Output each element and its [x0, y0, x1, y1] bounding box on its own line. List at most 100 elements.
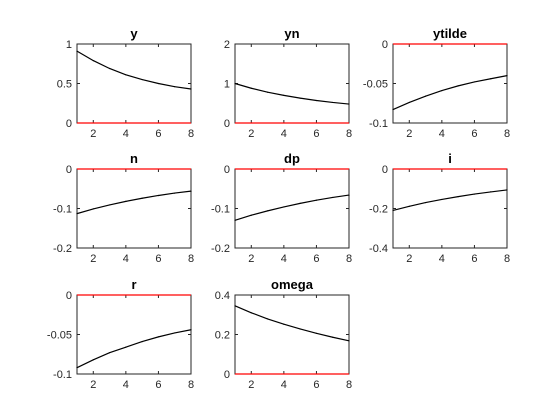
- subplot-yn: yn 2 4 6 8 2 1 0: [224, 26, 352, 140]
- subplot-y: y 2 4 6 8 1 0.5 0: [57, 26, 194, 140]
- subplot-yn-point: [348, 103, 350, 105]
- subplot-dp-xtick-label: 8: [346, 253, 352, 265]
- subplot-n-title: n: [130, 151, 138, 166]
- subplot-n-ytick-label: -0.1: [53, 204, 72, 216]
- subplot-omega-point: [266, 318, 269, 320]
- subplot-n-point: [92, 208, 94, 210]
- subplot-n-xtick-label: 4: [123, 253, 129, 265]
- subplot-dp-point: [332, 196, 334, 199]
- subplot-i-ytick-label: -0.2: [369, 204, 388, 216]
- subplot-y-point: [174, 86, 176, 88]
- subplot-omega-xtick-label: 6: [313, 379, 319, 391]
- subplot-dp-point: [299, 202, 301, 204]
- subplot-ytilde: ytilde 2 4 6 8 0 -0.05 -0.1: [363, 26, 510, 140]
- subplot-i-point: [424, 201, 427, 204]
- subplot-y-ytick-label: 1: [66, 39, 72, 51]
- subplot-n-xtick-label: 8: [188, 253, 194, 265]
- subplot-ytilde-xtick-label: 6: [471, 128, 477, 140]
- subplot-dp-axes-box: [234, 168, 350, 249]
- subplot-r-ytick-label: 0: [66, 290, 72, 302]
- subplot-ytilde-point: [392, 108, 394, 111]
- subplot-r-response-line: [76, 329, 192, 369]
- subplot-i-point: [490, 191, 492, 193]
- subplot-omega-point: [299, 328, 301, 330]
- subplot-i-response-line: [392, 189, 508, 212]
- subplot-r-axes-box: [76, 294, 192, 375]
- subplot-n-xtick-label: 2: [90, 253, 96, 265]
- subplot-yn-title: yn: [284, 26, 299, 41]
- subplot-i-point: [457, 196, 459, 198]
- subplot-omega-xtick-label: 2: [248, 379, 254, 391]
- subplot-i-ytick-label: -0.4: [369, 243, 388, 255]
- subplot-y-ytick-label: 0: [66, 118, 72, 130]
- subplot-omega-ytick-label: 0.4: [215, 290, 230, 302]
- subplot-r-point: [174, 332, 176, 334]
- subplot-i-xtick-label: 4: [439, 253, 445, 265]
- subplot-omega-xtick-label: 4: [281, 379, 287, 391]
- subplot-n-point: [108, 204, 111, 206]
- subplot-yn-ytick-label: 0: [224, 118, 230, 130]
- subplot-n-point: [125, 200, 127, 202]
- subplot-ytilde-ytick-label: -0.05: [363, 79, 388, 91]
- subplot-dp-ytick-label: -0.2: [211, 243, 230, 255]
- subplot-omega-point: [332, 336, 334, 338]
- subplot-r-xtick-label: 8: [188, 379, 194, 391]
- subplot-dp-response-line: [234, 194, 350, 221]
- subplot-dp-point: [348, 194, 350, 196]
- subplot-y-point: [125, 74, 127, 76]
- subplot-i-axes-box: [392, 168, 508, 249]
- subplot-yn-point: [250, 87, 252, 89]
- subplot-dp-ytick-label: 0: [224, 164, 230, 176]
- subplot-i-ytick-label: 0: [382, 164, 388, 176]
- subplot-dp-point: [234, 219, 236, 221]
- subplot-yn-ytick-label: 1: [224, 79, 230, 91]
- subplot-n-point: [174, 192, 176, 194]
- subplot-omega-ytick-label: 0.2: [215, 330, 230, 342]
- subplot-yn-response-line: [234, 82, 350, 105]
- subplot-r-point: [157, 336, 160, 338]
- subplot-ytilde-point: [408, 101, 410, 104]
- subplot-y-xtick-label: 4: [123, 128, 129, 140]
- subplot-ytilde-point: [473, 81, 476, 83]
- subplot-ytilde-axes-box: [392, 43, 508, 124]
- subplot-omega-point: [250, 312, 252, 314]
- subplot-y-xtick-label: 6: [155, 128, 161, 140]
- subplot-r-point: [108, 352, 111, 354]
- subplot-n-point: [190, 190, 192, 192]
- subplot-ytilde-point: [457, 85, 459, 87]
- subplot-r-ytick-label: -0.05: [47, 330, 72, 342]
- subplot-omega-xtick-label: 8: [346, 379, 352, 391]
- subplot-omega-response-line: [234, 305, 350, 342]
- subplot-y-axes-box: [76, 43, 192, 124]
- subplot-i-xtick-label: 2: [406, 253, 412, 265]
- subplot-dp-xtick-label: 2: [248, 253, 254, 265]
- subplot-omega-point: [348, 340, 350, 342]
- subplot-y-xtick-label: 8: [188, 128, 194, 140]
- subplot-dp-point: [266, 210, 269, 212]
- subplot-r-ytick-label: -0.1: [53, 369, 72, 381]
- subplot-i-point: [392, 209, 394, 212]
- subplot-r-point: [76, 367, 78, 369]
- subplot-ytilde-xtick-label: 8: [504, 128, 510, 140]
- subplot-omega-point: [315, 332, 318, 334]
- subplot-omega-point: [234, 305, 236, 307]
- subplot-r-xtick-label: 4: [123, 379, 129, 391]
- subplot-yn-axes-box: [234, 43, 350, 124]
- subplot-n-xtick-label: 6: [155, 253, 161, 265]
- subplot-ytilde-title: ytilde: [433, 26, 467, 41]
- subplot-omega-axes-box: [234, 294, 350, 375]
- subplot-dp-ytick-label: -0.1: [211, 204, 230, 216]
- subplot-i-title: i: [448, 151, 452, 166]
- subplot-ytilde-point: [490, 78, 492, 80]
- subplot-n-point: [157, 194, 160, 197]
- subplot-y-response-line: [76, 50, 192, 90]
- subplot-dp-title: dp: [284, 151, 300, 166]
- subplot-yn-xtick-label: 4: [281, 128, 287, 140]
- subplot-n-point: [76, 213, 78, 215]
- subplot-yn-point: [315, 99, 318, 102]
- subplot-n-response-line: [76, 190, 192, 215]
- subplot-y-point: [157, 82, 160, 85]
- subplot-omega: omega 2 4 6 8 0.4 0.2 0: [215, 277, 352, 391]
- subplot-y-point: [190, 88, 192, 90]
- subplot-y-point: [92, 59, 94, 62]
